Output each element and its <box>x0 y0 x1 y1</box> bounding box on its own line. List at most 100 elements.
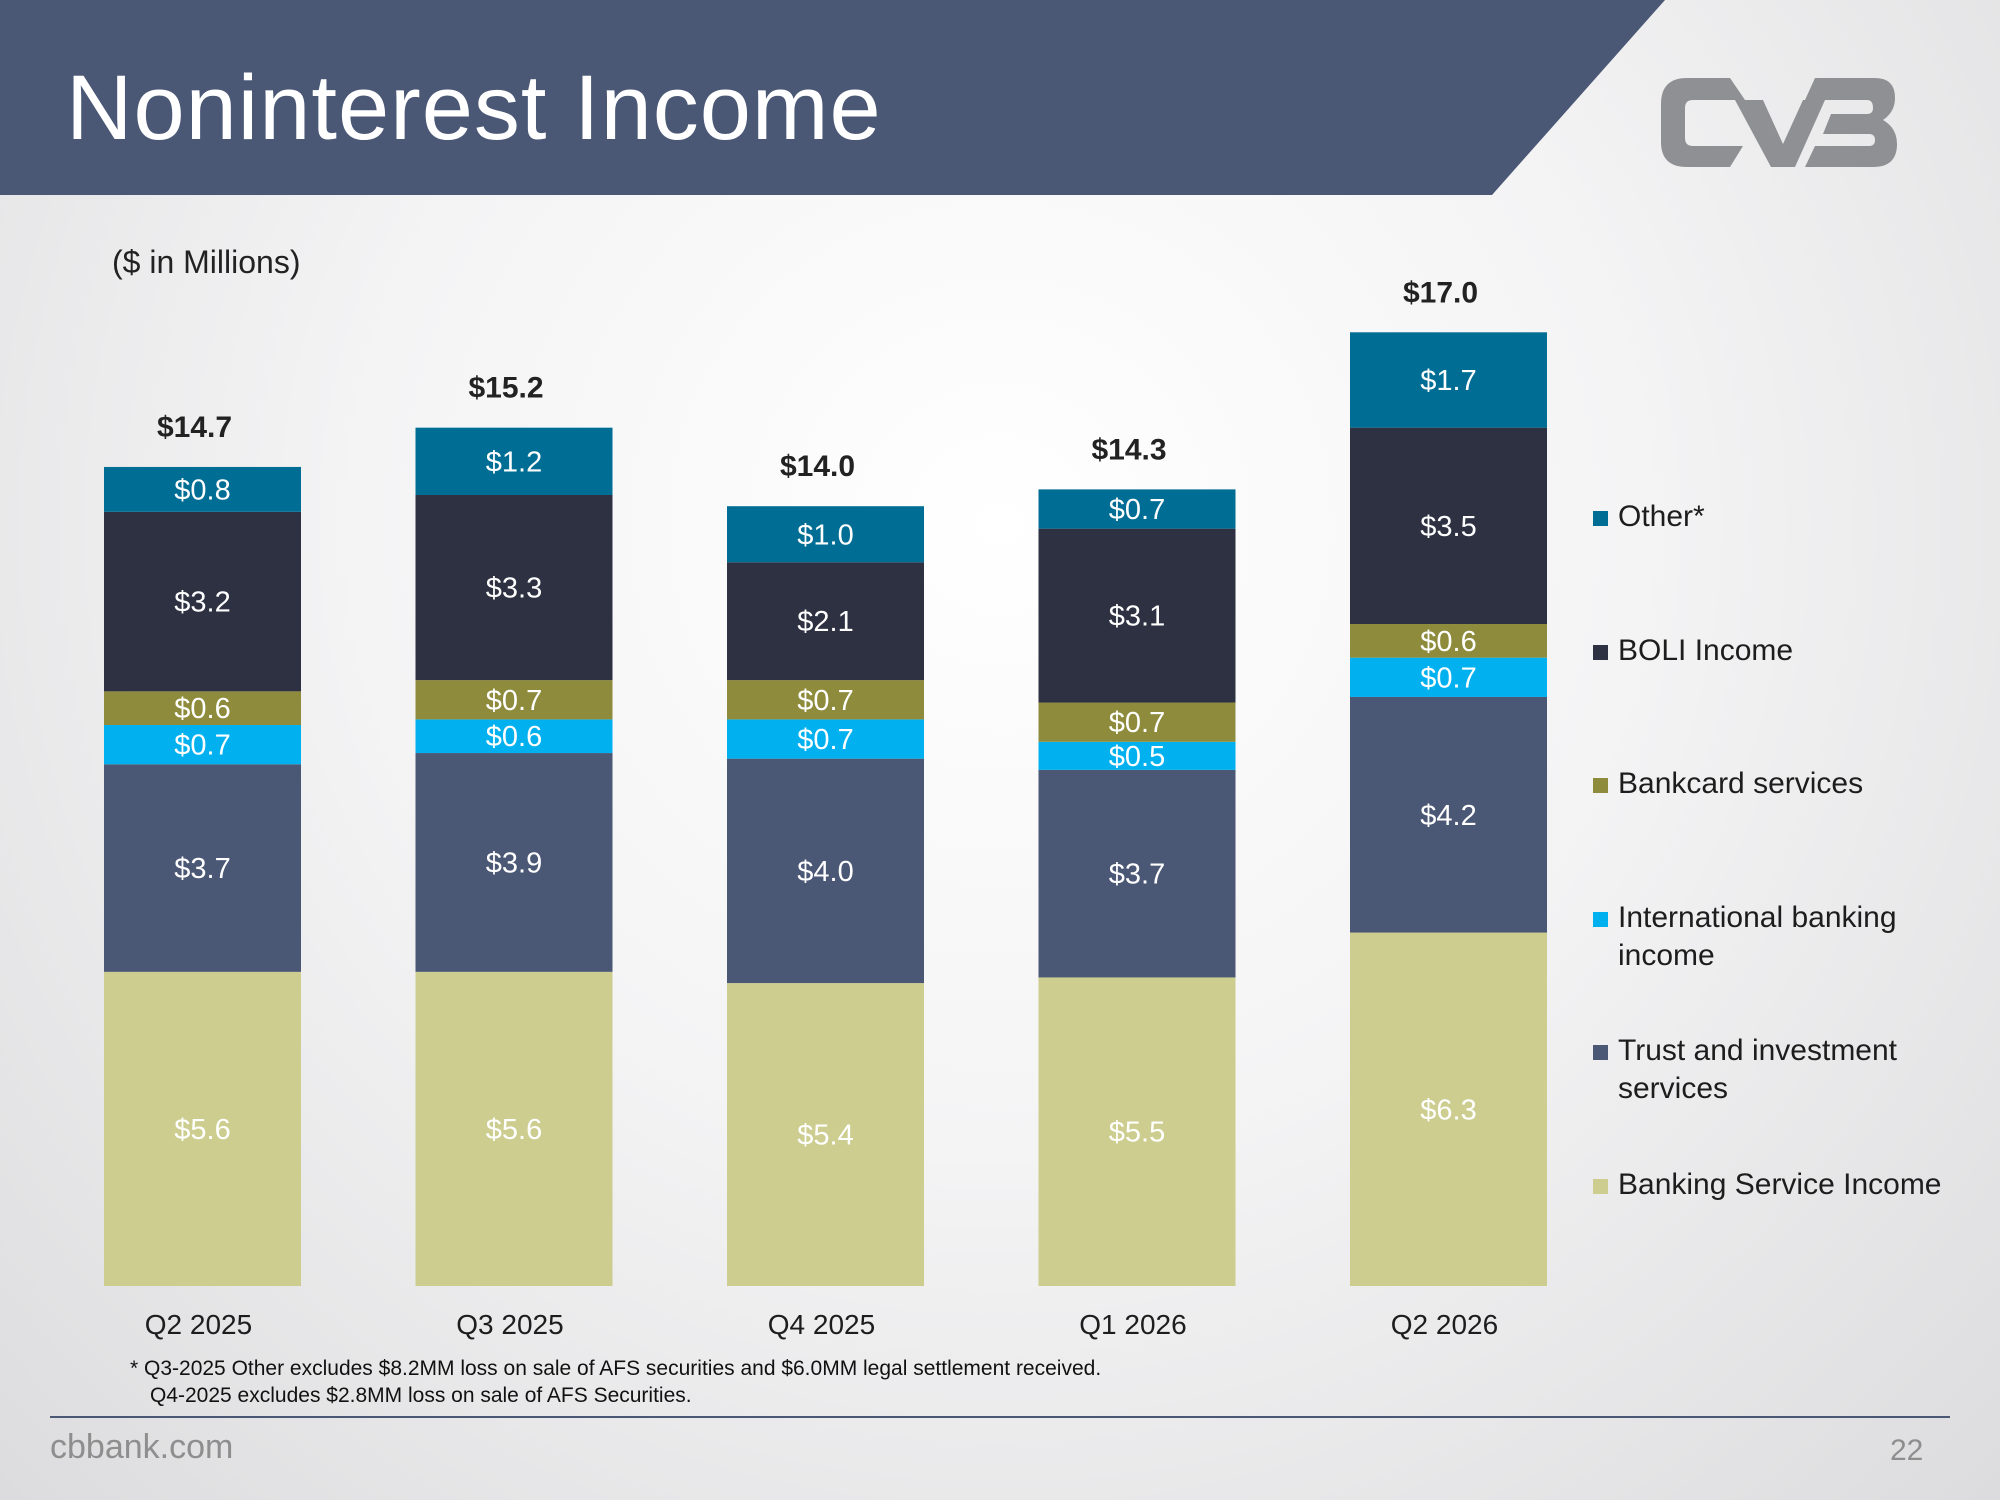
data-label: $0.7 <box>174 730 230 762</box>
bar-segment-international-banking-income <box>727 719 924 759</box>
data-label: $0.7 <box>797 724 853 756</box>
data-label: $3.2 <box>174 587 230 619</box>
data-label: $4.2 <box>1420 800 1476 832</box>
bar-segment-banking-service-income <box>415 971 613 1286</box>
bar-segment-boli-income <box>727 562 924 681</box>
bar-segment-bankcard-services <box>104 691 301 725</box>
bar-segment-trust-and-investment-services <box>1038 769 1236 978</box>
total-label: $15.2 <box>468 372 543 405</box>
data-label: $0.5 <box>1109 741 1165 773</box>
data-label: $1.0 <box>797 519 853 551</box>
page-title: Noninterest Income <box>66 57 882 159</box>
data-label: $3.5 <box>1420 511 1476 543</box>
logo-letter-b <box>1805 78 1897 167</box>
data-label: $5.5 <box>1109 1117 1165 1149</box>
total-label: $14.3 <box>1091 433 1166 466</box>
legend-item: Trust and investment services <box>1593 1032 1993 1108</box>
data-label: $0.7 <box>797 685 853 717</box>
page-number: 22 <box>1890 1434 1924 1467</box>
legend-item: Other* <box>1593 498 1993 536</box>
bar-segment-bankcard-services <box>1038 702 1236 742</box>
data-label: $3.3 <box>486 573 542 605</box>
data-label: $6.3 <box>1420 1094 1476 1126</box>
bar-segment-banking-service-income <box>727 983 924 1286</box>
footer-divider <box>50 1416 1950 1418</box>
total-label: $14.7 <box>157 411 232 444</box>
total-label: $17.0 <box>1403 276 1478 309</box>
x-tick-label: Q2 2026 <box>1391 1309 1498 1340</box>
data-label: $0.7 <box>1109 494 1165 526</box>
legend-swatch <box>1593 644 1608 660</box>
data-label: $0.6 <box>174 693 230 725</box>
bar-segment-trust-and-investment-services <box>727 758 924 984</box>
data-label: $5.4 <box>797 1120 853 1152</box>
footnote-line-1: * Q3-2025 Other excludes $8.2MM loss on … <box>130 1357 1102 1380</box>
data-label: $3.7 <box>174 853 230 885</box>
legend-label: Other* <box>1618 500 1705 533</box>
units-label: ($ in Millions) <box>112 244 301 280</box>
legend-item: Bankcard services <box>1593 765 1993 803</box>
bar-segment-trust-and-investment-services <box>104 764 301 972</box>
bars-group <box>104 332 1547 1286</box>
bar-segment-international-banking-income <box>415 719 613 754</box>
total-labels-group: $14.7 $15.2 $14.0 $14.3 $17.0 <box>157 276 1478 483</box>
bar-segment-boli-income <box>415 494 613 681</box>
bar-segment-bankcard-services <box>415 680 613 720</box>
data-label: $3.1 <box>1109 601 1165 633</box>
data-label: $0.6 <box>1420 626 1476 658</box>
legend-swatch <box>1593 1045 1608 1060</box>
bar-segment-other <box>727 506 924 563</box>
data-label: $3.7 <box>1109 859 1165 891</box>
x-tick-label: Q2 2025 <box>145 1309 252 1340</box>
footer-url: cbbank.com <box>50 1428 234 1466</box>
bar-segment-boli-income <box>104 511 301 692</box>
data-label: $1.2 <box>486 446 542 478</box>
legend-swatch <box>1593 778 1608 793</box>
data-label: $5.6 <box>486 1114 542 1146</box>
total-label: $14.0 <box>780 450 855 483</box>
x-tick-label: Q4 2025 <box>768 1309 875 1340</box>
data-label: $2.1 <box>797 606 853 638</box>
title-banner <box>0 0 1665 195</box>
bar-segment-banking-service-income <box>1350 932 1547 1286</box>
data-label: $0.7 <box>1109 707 1165 739</box>
data-label: $0.6 <box>486 721 542 753</box>
data-label: $0.7 <box>1420 662 1476 694</box>
bar-segment-bankcard-services <box>727 680 924 720</box>
x-axis-tick-labels: Q2 2025 Q3 2025 Q4 2025 Q1 2026 Q2 2026 <box>145 1309 1498 1340</box>
legend-item: BOLI Income <box>1593 632 1993 670</box>
data-label: $5.6 <box>174 1114 230 1146</box>
legend-item: International banking income <box>1593 899 1993 975</box>
data-label: $0.7 <box>486 685 542 717</box>
bar-segment-banking-service-income <box>104 971 301 1286</box>
legend-label: Bankcard services <box>1618 767 1864 800</box>
value-labels-group: $5.6 $3.7 $0.7 $0.6 $3.2 $0.8 $5.6 $3.9 $0.6 $0.7… <box>174 365 1476 1152</box>
bar-segment-other <box>104 466 301 512</box>
bar-segment-other <box>1038 489 1236 529</box>
legend-swatch <box>1593 911 1608 927</box>
legend-swatch <box>1593 1178 1608 1194</box>
legend-label: BOLI Income <box>1618 633 1794 667</box>
cvb-logo-icon <box>1661 78 1897 167</box>
bar-segment-international-banking-income <box>1038 741 1236 770</box>
bar-segment-trust-and-investment-services <box>1350 696 1547 933</box>
bar-segment-banking-service-income <box>1038 977 1236 1286</box>
bar-segment-other <box>415 427 613 495</box>
logo-letter-v <box>1735 100 1825 167</box>
legend-label: Trust and investment services <box>1618 1034 1898 1105</box>
title-banner-shape <box>0 0 1665 195</box>
x-tick-label: Q1 2026 <box>1079 1309 1186 1340</box>
logo-letter-c <box>1661 78 1745 167</box>
legend-label: Banking Service Income <box>1618 1167 1942 1201</box>
legend-swatch <box>1593 511 1608 526</box>
bar-segment-trust-and-investment-services <box>415 753 613 972</box>
data-label: $0.8 <box>174 474 230 506</box>
x-tick-label: Q3 2025 <box>456 1309 563 1340</box>
bar-segment-boli-income <box>1350 427 1547 625</box>
footnote-line-2: Q4-2025 excludes $2.8MM loss on sale of … <box>150 1384 692 1407</box>
bar-segment-international-banking-income <box>1350 657 1547 697</box>
bar-segment-boli-income <box>1038 528 1236 703</box>
data-label: $1.7 <box>1420 365 1476 397</box>
